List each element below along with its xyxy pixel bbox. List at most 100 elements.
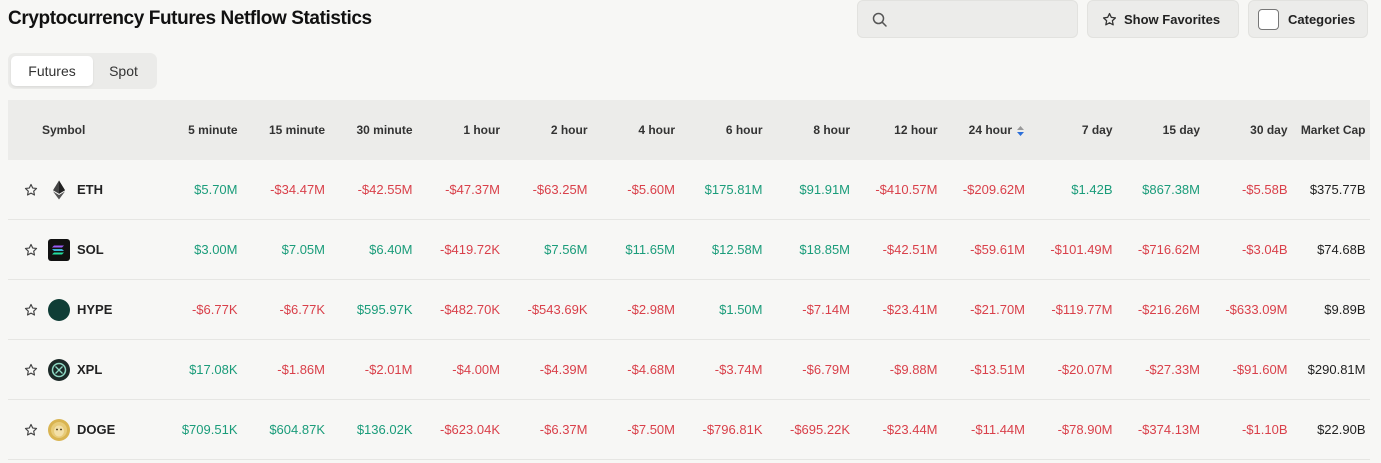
symbol-cell: HYPE	[8, 298, 150, 321]
header-12-hour[interactable]: 12 hour	[894, 123, 938, 137]
favorite-star-icon[interactable]	[24, 243, 38, 257]
netflow-30-day-cell: -$633.09M	[1225, 302, 1288, 317]
netflow-24-hour-cell: -$209.62M	[962, 182, 1025, 197]
symbol-label[interactable]: XPL	[77, 362, 103, 377]
netflow-15-day-cell: -$216.26M	[1137, 302, 1200, 317]
header-market-cap[interactable]: Market Cap	[1300, 123, 1366, 137]
symbol-label[interactable]: HYPE	[77, 302, 113, 317]
header-6-hour[interactable]: 6 hour	[725, 123, 763, 137]
table-row[interactable]: SOL $3.00M $7.05M $6.40M -$419.72K $7.56M $11.…	[8, 220, 1370, 280]
netflow-5-minute-cell: $5.70M	[194, 182, 238, 197]
netflow-15-minute-cell: $604.87K	[269, 422, 325, 437]
categories-button[interactable]: Categories	[1248, 0, 1368, 38]
netflow-24-hour-cell: -$11.44M	[971, 422, 1025, 437]
netflow-1-hour-cell: -$419.72K	[440, 242, 500, 257]
header-30-minute[interactable]: 30 minute	[356, 123, 413, 137]
netflow-12-hour-cell: -$42.51M	[882, 242, 938, 257]
netflow-7-day-cell: -$20.07M	[1057, 362, 1113, 377]
netflow-6-hour-cell: $175.81M	[704, 182, 763, 197]
netflow-30-minute-cell: $595.97K	[356, 302, 413, 317]
netflow-4-hour-cell: -$7.50M	[627, 422, 675, 437]
header-5-minute[interactable]: 5 minute	[188, 123, 238, 137]
header-24-hour[interactable]: 24 hour	[938, 123, 1026, 137]
header-2-hour[interactable]: 2 hour	[550, 123, 588, 137]
netflow-8-hour-cell: -$6.79M	[802, 362, 850, 377]
netflow-15-minute-cell: -$1.86M	[277, 362, 325, 377]
search-box[interactable]	[857, 0, 1078, 38]
tab-spot[interactable]: Spot	[109, 63, 138, 79]
header-7-day[interactable]: 7 day	[1081, 123, 1113, 137]
page-title: Cryptocurrency Futures Netflow Statistic…	[8, 8, 372, 29]
netflow-24-hour-cell: -$59.61M	[970, 242, 1025, 257]
favorite-star-icon[interactable]	[24, 183, 38, 197]
symbol-cell: ETH	[8, 179, 150, 201]
netflow-30-day-cell: -$3.04B	[1241, 242, 1288, 257]
symbol-label[interactable]: ETH	[77, 182, 103, 197]
netflow-8-hour-cell: $91.91M	[799, 182, 850, 197]
netflow-7-day-cell: -$78.90M	[1057, 422, 1113, 437]
netflow-4-hour-cell: $11.65M	[625, 242, 675, 257]
favorite-star-icon[interactable]	[24, 303, 38, 317]
header-4-hour[interactable]: 4 hour	[638, 123, 675, 137]
doge-icon	[48, 418, 70, 441]
netflow-2-hour-cell: -$543.69K	[527, 302, 588, 317]
netflow-8-hour-cell: -$7.14M	[802, 302, 850, 317]
netflow-15-day-cell: -$374.13M	[1137, 422, 1200, 437]
netflow-6-hour-cell: -$3.74M	[714, 362, 763, 377]
netflow-4-hour-cell: -$5.60M	[627, 182, 675, 197]
favorite-star-icon[interactable]	[24, 423, 38, 437]
table-row[interactable]: ETH $5.70M -$34.47M -$42.55M -$47.37M -$63.25…	[8, 160, 1370, 220]
netflow-30-day-cell: -$1.10B	[1241, 422, 1288, 437]
show-favorites-button[interactable]: Show Favorites	[1087, 0, 1239, 38]
market-cap-cell: $74.68B	[1317, 242, 1366, 257]
star-icon	[1102, 12, 1117, 25]
search-input[interactable]	[894, 1, 1074, 37]
netflow-30-minute-cell: $6.40M	[369, 242, 413, 257]
netflow-15-minute-cell: $7.05M	[281, 242, 325, 257]
netflow-5-minute-cell: -$6.77K	[191, 302, 238, 317]
netflow-6-hour-cell: $1.50M	[719, 302, 763, 317]
netflow-7-day-cell: $1.42B	[1071, 182, 1113, 197]
market-cap-cell: $22.90B	[1317, 422, 1366, 437]
netflow-24-hour-cell: -$21.70M	[970, 302, 1025, 317]
market-cap-cell: $9.89B	[1324, 302, 1366, 317]
eth-icon	[48, 179, 70, 201]
netflow-1-hour-cell: -$47.37M	[445, 182, 500, 197]
market-cap-cell: $290.81M	[1307, 362, 1366, 377]
search-icon	[872, 12, 887, 27]
table-row[interactable]: HYPE -$6.77K -$6.77K $595.97K -$482.70K -$543…	[8, 280, 1370, 340]
sol-icon	[48, 238, 70, 261]
table-row[interactable]: XPL $17.08K -$1.86M -$2.01M -$4.00M -$4.39M -$…	[8, 340, 1370, 400]
table-header: Symbol 5 minute 15 minute 30 minute 1 ho…	[8, 100, 1370, 160]
netflow-2-hour-cell: -$4.39M	[539, 362, 588, 377]
header-24-hour-label: 24 hour	[968, 123, 1012, 137]
categories-checkbox[interactable]	[1258, 8, 1279, 30]
hype-icon	[48, 298, 70, 321]
header-symbol[interactable]: Symbol	[42, 123, 86, 137]
header-15-minute[interactable]: 15 minute	[268, 123, 325, 137]
header-15-day[interactable]: 15 day	[1162, 123, 1200, 137]
tab-futures[interactable]: Futures	[11, 56, 93, 86]
netflow-4-hour-cell: -$2.98M	[627, 302, 675, 317]
sort-icon	[1017, 125, 1024, 136]
netflow-5-minute-cell: $3.00M	[194, 242, 238, 257]
netflow-12-hour-cell: -$23.41M	[882, 302, 938, 317]
netflow-15-day-cell: $867.38M	[1142, 182, 1200, 197]
header-8-hour[interactable]: 8 hour	[813, 123, 850, 137]
table-row[interactable]: DOGE $709.51K $604.87K $136.02K -$623.04K -$6…	[8, 400, 1370, 460]
categories-label: Categories	[1288, 11, 1356, 27]
symbol-label[interactable]: DOGE	[77, 422, 116, 437]
netflow-24-hour-cell: -$13.51M	[970, 362, 1025, 377]
symbol-label[interactable]: SOL	[77, 242, 104, 257]
favorite-star-icon[interactable]	[24, 363, 38, 377]
netflow-7-day-cell: -$119.77M	[1051, 302, 1113, 317]
netflow-12-hour-cell: -$410.57M	[875, 182, 938, 197]
netflow-30-day-cell: -$5.58B	[1241, 182, 1288, 197]
netflow-6-hour-cell: -$796.81K	[702, 422, 763, 437]
netflow-12-hour-cell: -$9.88M	[889, 362, 938, 377]
netflow-5-minute-cell: $709.51K	[181, 422, 238, 437]
header-30-day[interactable]: 30 day	[1250, 123, 1288, 137]
market-type-tabs: Futures Spot	[8, 53, 157, 89]
netflow-30-minute-cell: $136.02K	[356, 422, 413, 437]
header-1-hour[interactable]: 1 hour	[463, 123, 500, 137]
